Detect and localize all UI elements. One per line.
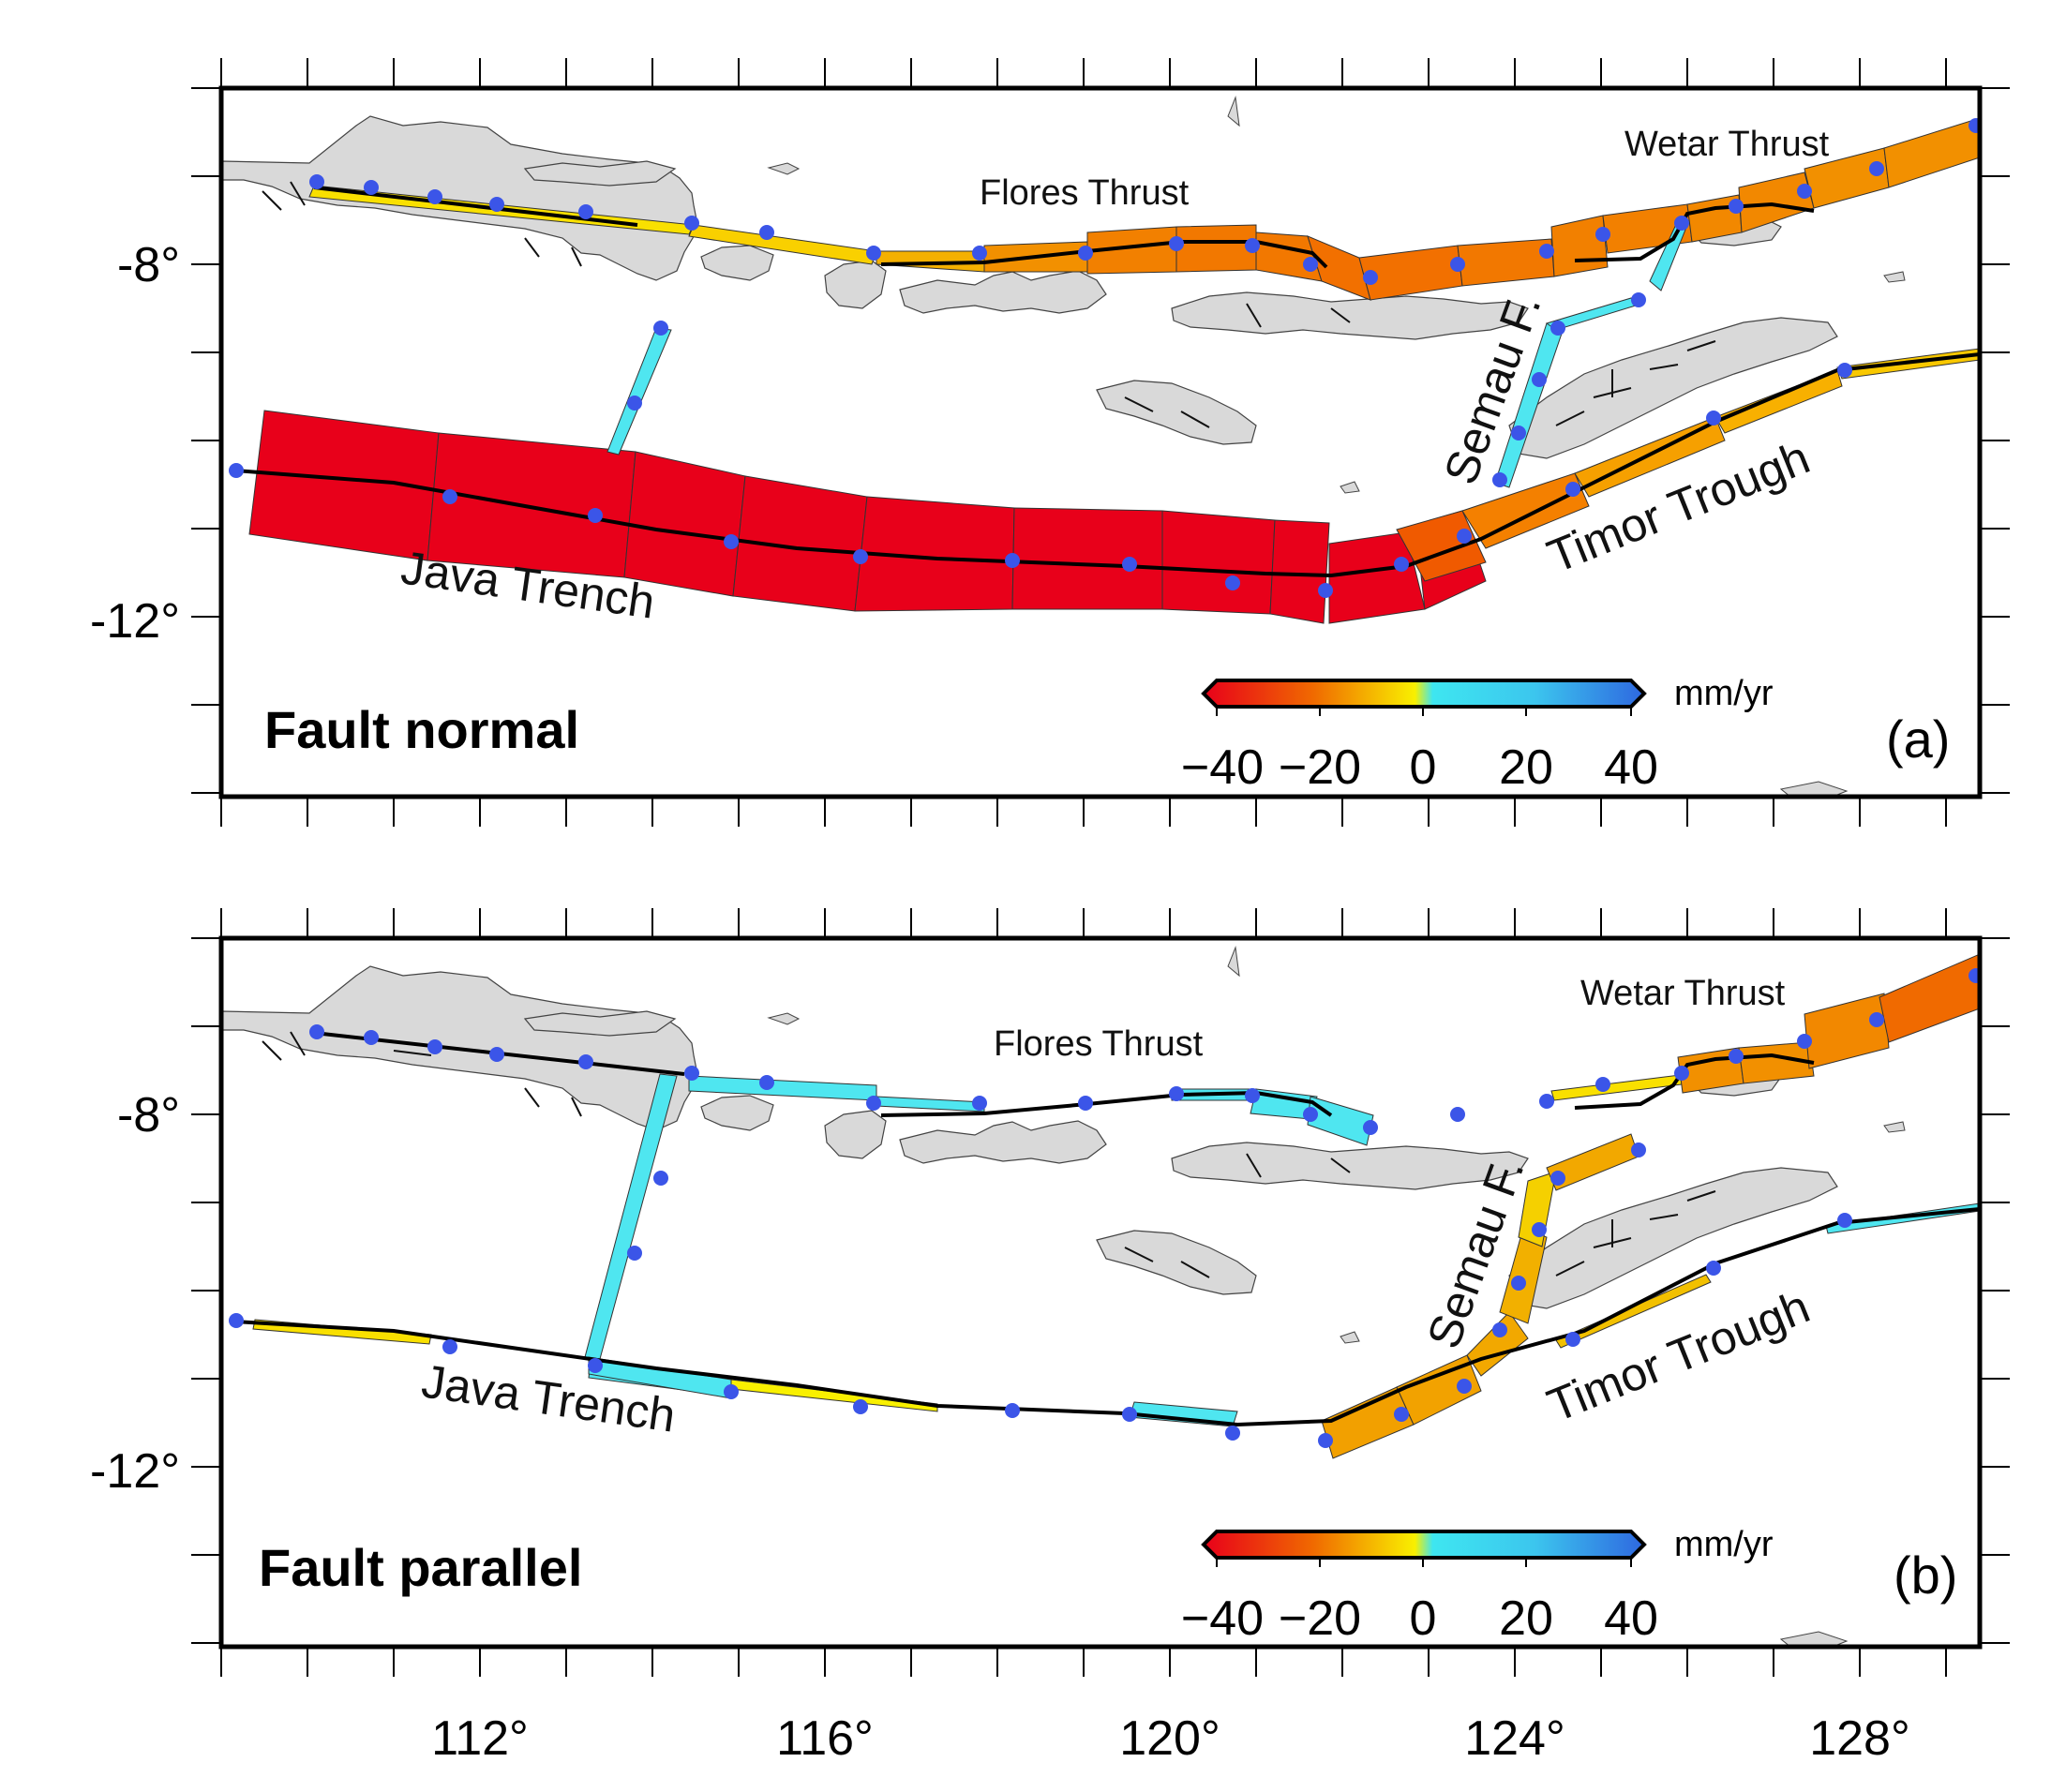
panel-a: -8° -12° Flores Thrust Wetar Thrust Sema…: [90, 58, 2010, 827]
colorbar-tick: −20: [1279, 1591, 1361, 1646]
colorbar-tick: 0: [1410, 740, 1437, 795]
colorbar-tick: 20: [1499, 1591, 1553, 1646]
gps-dots-b: [229, 968, 1980, 1448]
colorbar-unit: mm/yr: [1674, 674, 1774, 713]
x-tick-label: 120°: [1119, 1711, 1220, 1766]
x-tick-label: 124°: [1464, 1711, 1565, 1766]
colorbar-tick: 40: [1604, 740, 1658, 795]
label-flores-thrust: Flores Thrust: [980, 173, 1190, 213]
y-tick-label: -8°: [117, 238, 180, 292]
colorbar-tick: 40: [1604, 1591, 1658, 1646]
colorbar-tick: −20: [1279, 740, 1361, 795]
panel-b: -8° -12° Flores Thrust Wetar Thrust Sema…: [90, 908, 2010, 1677]
timor-trough-segments-a: [1396, 348, 1980, 582]
cyan-links-a: [606, 219, 1688, 488]
panel-letter: (a): [1886, 709, 1950, 769]
label-timor-trough: Timor Trough: [1540, 1280, 1817, 1433]
colorbar-tick: 0: [1410, 1591, 1437, 1646]
y-tick-label: -12°: [90, 1444, 180, 1499]
ticks-a: [191, 58, 2010, 827]
frame-b: [218, 935, 1983, 1650]
x-tick-label: 112°: [431, 1711, 529, 1766]
panel-title: Fault parallel: [259, 1538, 582, 1597]
colorbar-tick: −40: [1181, 1591, 1264, 1646]
colorbar-unit: mm/yr: [1674, 1525, 1774, 1564]
panel-title: Fault normal: [264, 700, 579, 759]
cyan-links-b: [584, 1073, 732, 1399]
label-wetar-thrust: Wetar Thrust: [1624, 125, 1830, 164]
ticks-b: [191, 908, 2010, 1677]
colorbar-tick: 20: [1499, 740, 1553, 795]
gps-dots-a: [229, 118, 1980, 598]
colorbar-a: mm/yr −40 −20 0 20 40: [1181, 674, 1774, 795]
x-tick-label: 116°: [776, 1711, 874, 1766]
x-axis-labels: 112° 116° 120° 124° 128°: [431, 1711, 1910, 1766]
y-tick-label: -8°: [117, 1088, 180, 1142]
panel-letter: (b): [1894, 1546, 1957, 1605]
frame-a: [218, 85, 1983, 799]
y-tick-label: -12°: [90, 594, 180, 649]
x-tick-label: 128°: [1809, 1711, 1910, 1766]
colorbar-tick: −40: [1181, 740, 1264, 795]
colorbar-b: mm/yr −40 −20 0 20 40: [1181, 1525, 1774, 1646]
label-wetar-thrust: Wetar Thrust: [1580, 974, 1786, 1013]
label-flores-thrust: Flores Thrust: [994, 1024, 1204, 1064]
